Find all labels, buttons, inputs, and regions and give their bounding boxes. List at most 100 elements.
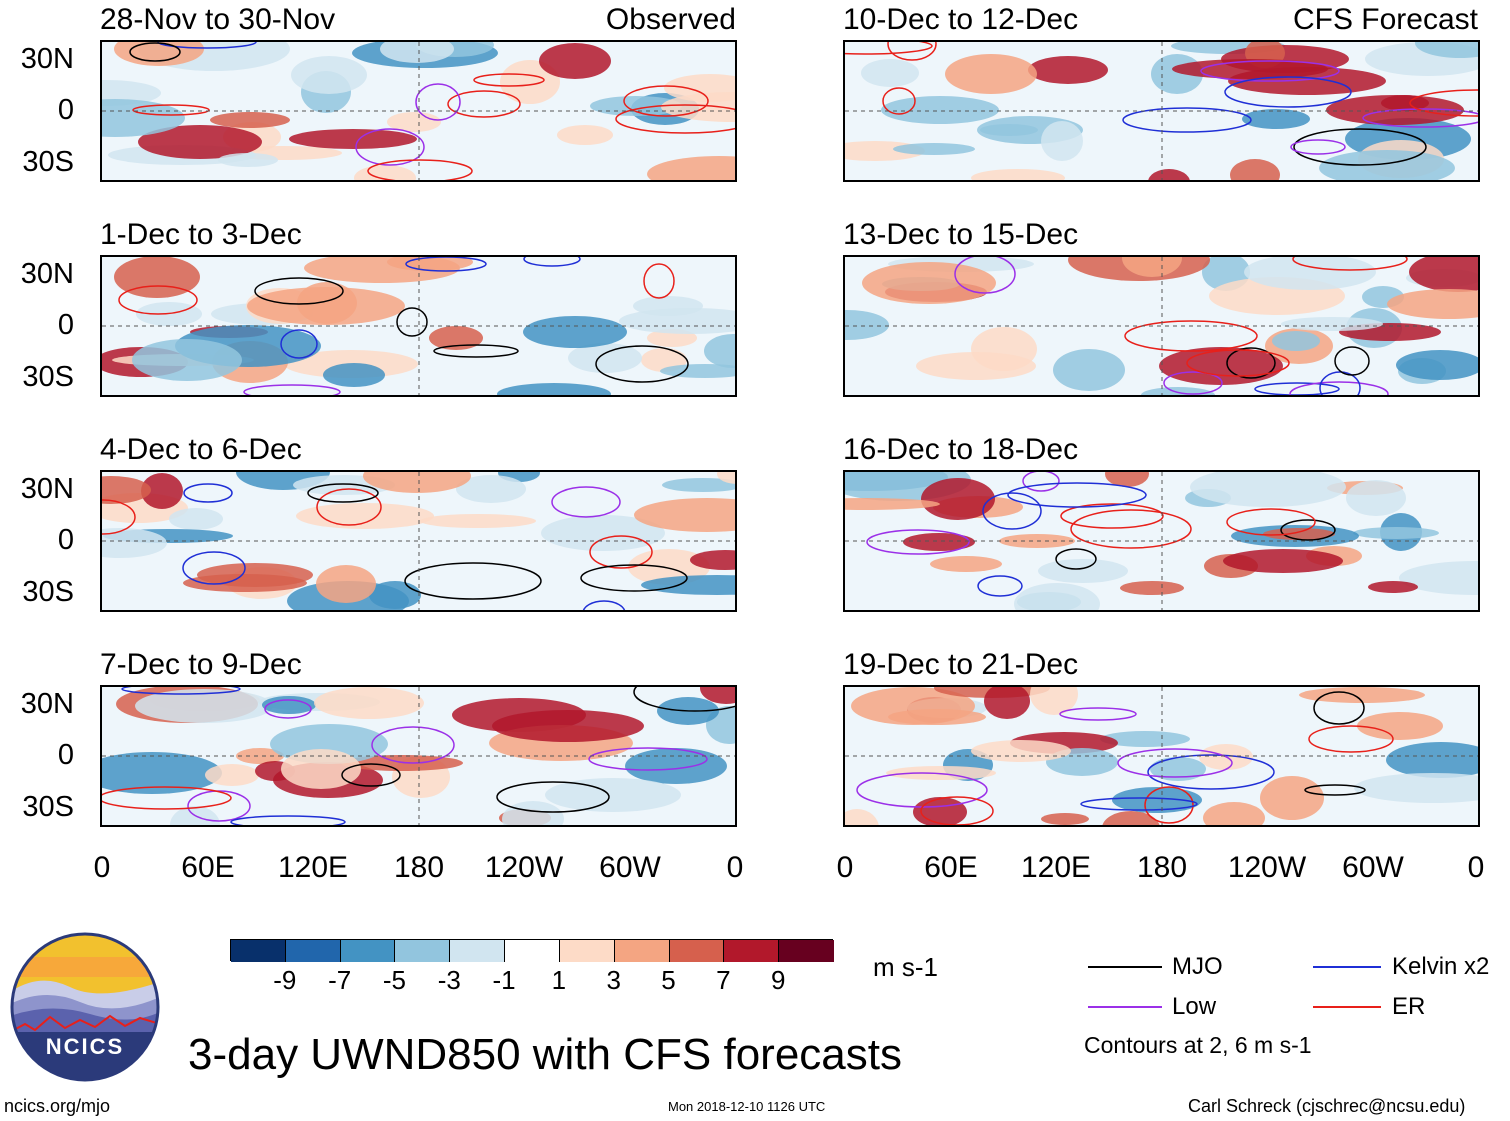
cfs-forecast-label: CFS Forecast (1292, 3, 1478, 36)
anomaly-blob (590, 96, 682, 116)
anomaly-blob (634, 498, 735, 532)
anomaly-blob (1386, 742, 1478, 778)
anomaly-blob (930, 556, 1002, 572)
map-panel-left-1 (100, 40, 737, 182)
lat-label-30n: 30N (20, 258, 74, 290)
footer-timestamp: Mon 2018-12-10 1126 UTC (668, 1099, 826, 1114)
colorbar-cell (669, 940, 725, 962)
contour-line (1059, 707, 1137, 721)
colorbar-cell (340, 940, 396, 962)
ncics-logo-graphic (10, 932, 160, 1082)
panel-title-right-2: 13-Dec to 15-Dec (843, 218, 1079, 251)
anomaly-blob (881, 96, 999, 124)
contour-line (132, 104, 210, 116)
anomaly-blob (641, 575, 735, 595)
lat-label-30n: 30N (20, 43, 74, 75)
main-title: 3-day UWND850 with CFS forecasts (188, 1030, 902, 1079)
contour-line (473, 73, 545, 87)
anomaly-blob (1281, 317, 1383, 331)
anomaly-blob (1353, 527, 1439, 539)
contour-line (595, 345, 689, 383)
contour-line (1304, 784, 1366, 796)
contour-line (1055, 548, 1097, 570)
contour-line (1144, 786, 1194, 824)
contour-line (118, 285, 198, 315)
lon-label: 0 (93, 851, 111, 884)
contour-line (1226, 347, 1276, 379)
panel-title-right-4: 19-Dec to 21-Dec (843, 648, 1079, 681)
colorbar-tick-label: 9 (770, 965, 786, 995)
map-panel-right-4 (843, 685, 1480, 827)
anomaly-blob (102, 528, 167, 558)
lon-label: 0 (726, 851, 744, 884)
anomaly-blob (492, 710, 644, 742)
contour-line (396, 307, 428, 337)
anomaly-blob (647, 156, 735, 180)
colorbar-cell (395, 940, 451, 962)
map-panel-right-1 (843, 40, 1480, 182)
anomaly-blob (1203, 802, 1265, 825)
colorbar-tick-label: 1 (551, 965, 567, 995)
map-panel-left-2 (100, 255, 737, 397)
contour-line (588, 747, 708, 771)
anomaly-blob (387, 112, 441, 132)
colorbar-tick-label: -9 (273, 965, 297, 995)
anomaly-blob (210, 112, 290, 128)
contour-line (157, 42, 257, 49)
contour-line (1290, 139, 1346, 155)
anomaly-blob (456, 475, 526, 503)
map-panel-left-3 (100, 470, 737, 612)
anomaly-blob (1368, 581, 1418, 593)
anomaly-blob (387, 257, 473, 271)
panel-title-right-3: 16-Dec to 18-Dec (843, 433, 1079, 466)
contour-line (623, 85, 709, 117)
anomaly-blob (1120, 581, 1184, 595)
contour-line (1117, 748, 1233, 778)
colorbar-cell (285, 940, 341, 962)
anomaly-blob (289, 129, 417, 149)
lat-label-eq: 0 (57, 94, 74, 126)
lat-label-30n: 30N (20, 688, 74, 720)
lon-label: 180 (393, 851, 445, 884)
anomaly-blob (717, 472, 735, 484)
colorbar-cell (779, 940, 834, 962)
lat-label-30s: 30S (22, 361, 74, 393)
footer-url[interactable]: ncics.org/mjo (4, 1096, 111, 1116)
anomaly-blob (971, 169, 1065, 180)
logo-text: NCICS (45, 1034, 125, 1059)
anomaly-blob (845, 809, 879, 825)
anomaly-blob (945, 54, 1037, 94)
anomaly-blob (619, 308, 735, 334)
ncics-logo[interactable]: NCICS (10, 932, 160, 1082)
contour-line (355, 128, 425, 166)
anomaly-blob (921, 478, 995, 520)
contour-line (183, 483, 233, 503)
contour-line (982, 492, 1042, 530)
anomaly-blob (114, 42, 204, 66)
anomaly-blob (662, 478, 735, 492)
anomaly-blob (135, 689, 273, 723)
anomaly-blob (1122, 257, 1182, 277)
contour-line (1319, 371, 1361, 395)
colorbar-tick-label: -3 (437, 965, 461, 995)
anomaly-blob (102, 752, 222, 794)
anomaly-blob (557, 125, 613, 145)
kelvin-legend-label: Kelvin x2 (1392, 953, 1490, 980)
contour-line (102, 499, 136, 535)
contour-line (182, 551, 246, 585)
contour-line (1022, 472, 1060, 492)
contour-line (882, 87, 916, 115)
anomaly-blob (1230, 159, 1280, 180)
anomaly-blob (314, 687, 424, 719)
anomaly-blob (845, 310, 889, 340)
anomaly-blob (218, 153, 278, 167)
anomaly-blob (1014, 583, 1100, 610)
lon-label: 120E (1020, 851, 1092, 884)
anomaly-blob (502, 801, 564, 825)
lon-label: 60E (181, 851, 235, 884)
colorbar-cell (450, 940, 506, 962)
contour-line (371, 726, 455, 764)
lat-label-30s: 30S (22, 791, 74, 823)
anomaly-blob (541, 515, 665, 551)
anomaly-blob (1028, 56, 1108, 84)
